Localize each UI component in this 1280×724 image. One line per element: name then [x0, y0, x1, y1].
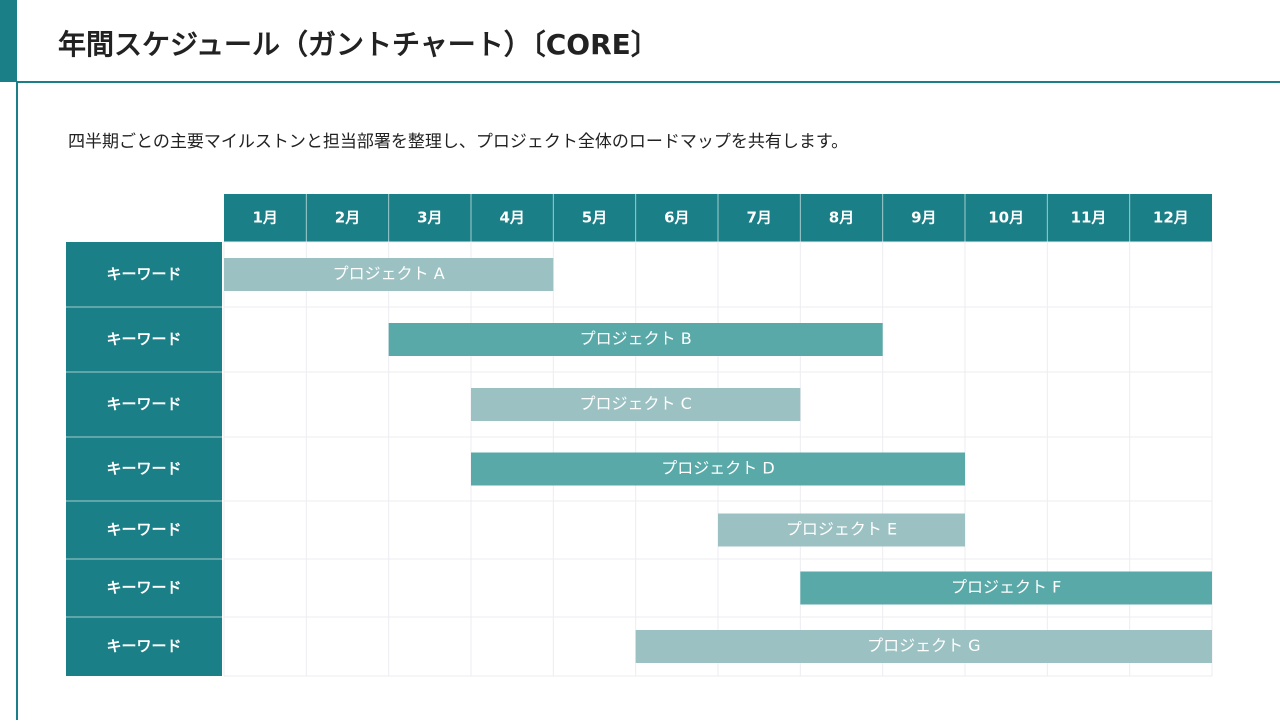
task-name: プロジェクト B [580, 329, 692, 348]
row-label: キーワード [106, 460, 181, 478]
task-bar [224, 258, 554, 291]
row-label: キーワード [106, 330, 181, 348]
task-bar [718, 513, 965, 547]
month-label: 3月 [417, 209, 442, 227]
title: 年間スケジュール（ガントチャート）〔CORE〕 [58, 28, 659, 61]
task-bar [471, 388, 801, 421]
month-label: 2月 [335, 209, 360, 227]
task-name: プロジェクト F [951, 578, 1061, 597]
month-label: 5月 [582, 209, 607, 227]
row-label-cell [66, 307, 222, 372]
header-accent [0, 0, 17, 82]
month-label: 11月 [1071, 209, 1107, 227]
row-label: キーワード [106, 579, 181, 597]
row-label-cell [66, 372, 222, 437]
month-label: 1月 [252, 209, 277, 227]
row-label: キーワード [106, 637, 181, 655]
month-label: 10月 [988, 209, 1024, 227]
task-name: プロジェクト C [580, 394, 692, 413]
row-label: キーワード [106, 265, 181, 283]
task-bar [388, 323, 883, 356]
task-name: プロジェクト A [333, 264, 445, 283]
row-label-cell [66, 559, 222, 617]
task-bar [800, 571, 1212, 605]
row-label-cell [66, 501, 222, 559]
task-name: プロジェクト E [786, 520, 897, 539]
subtitle: 四半期ごとの主要マイルストンと担当部署を整理し、プロジェクト全体のロードマップを… [68, 132, 848, 152]
month-label: 6月 [664, 209, 689, 227]
month-label: 9月 [911, 209, 936, 227]
row-label: キーワード [106, 521, 181, 539]
row-label: キーワード [106, 395, 181, 413]
month-label: 12月 [1153, 209, 1189, 227]
row-label-cell [66, 617, 222, 676]
task-bar [471, 452, 965, 486]
task-bar [635, 630, 1212, 663]
month-label: 8月 [829, 209, 854, 227]
row-label-cell [66, 437, 222, 501]
task-name: プロジェクト G [867, 636, 981, 655]
month-label: 4月 [499, 209, 524, 227]
task-name: プロジェクト D [661, 459, 774, 478]
month-label: 7月 [746, 209, 771, 227]
row-label-cell [66, 242, 222, 307]
